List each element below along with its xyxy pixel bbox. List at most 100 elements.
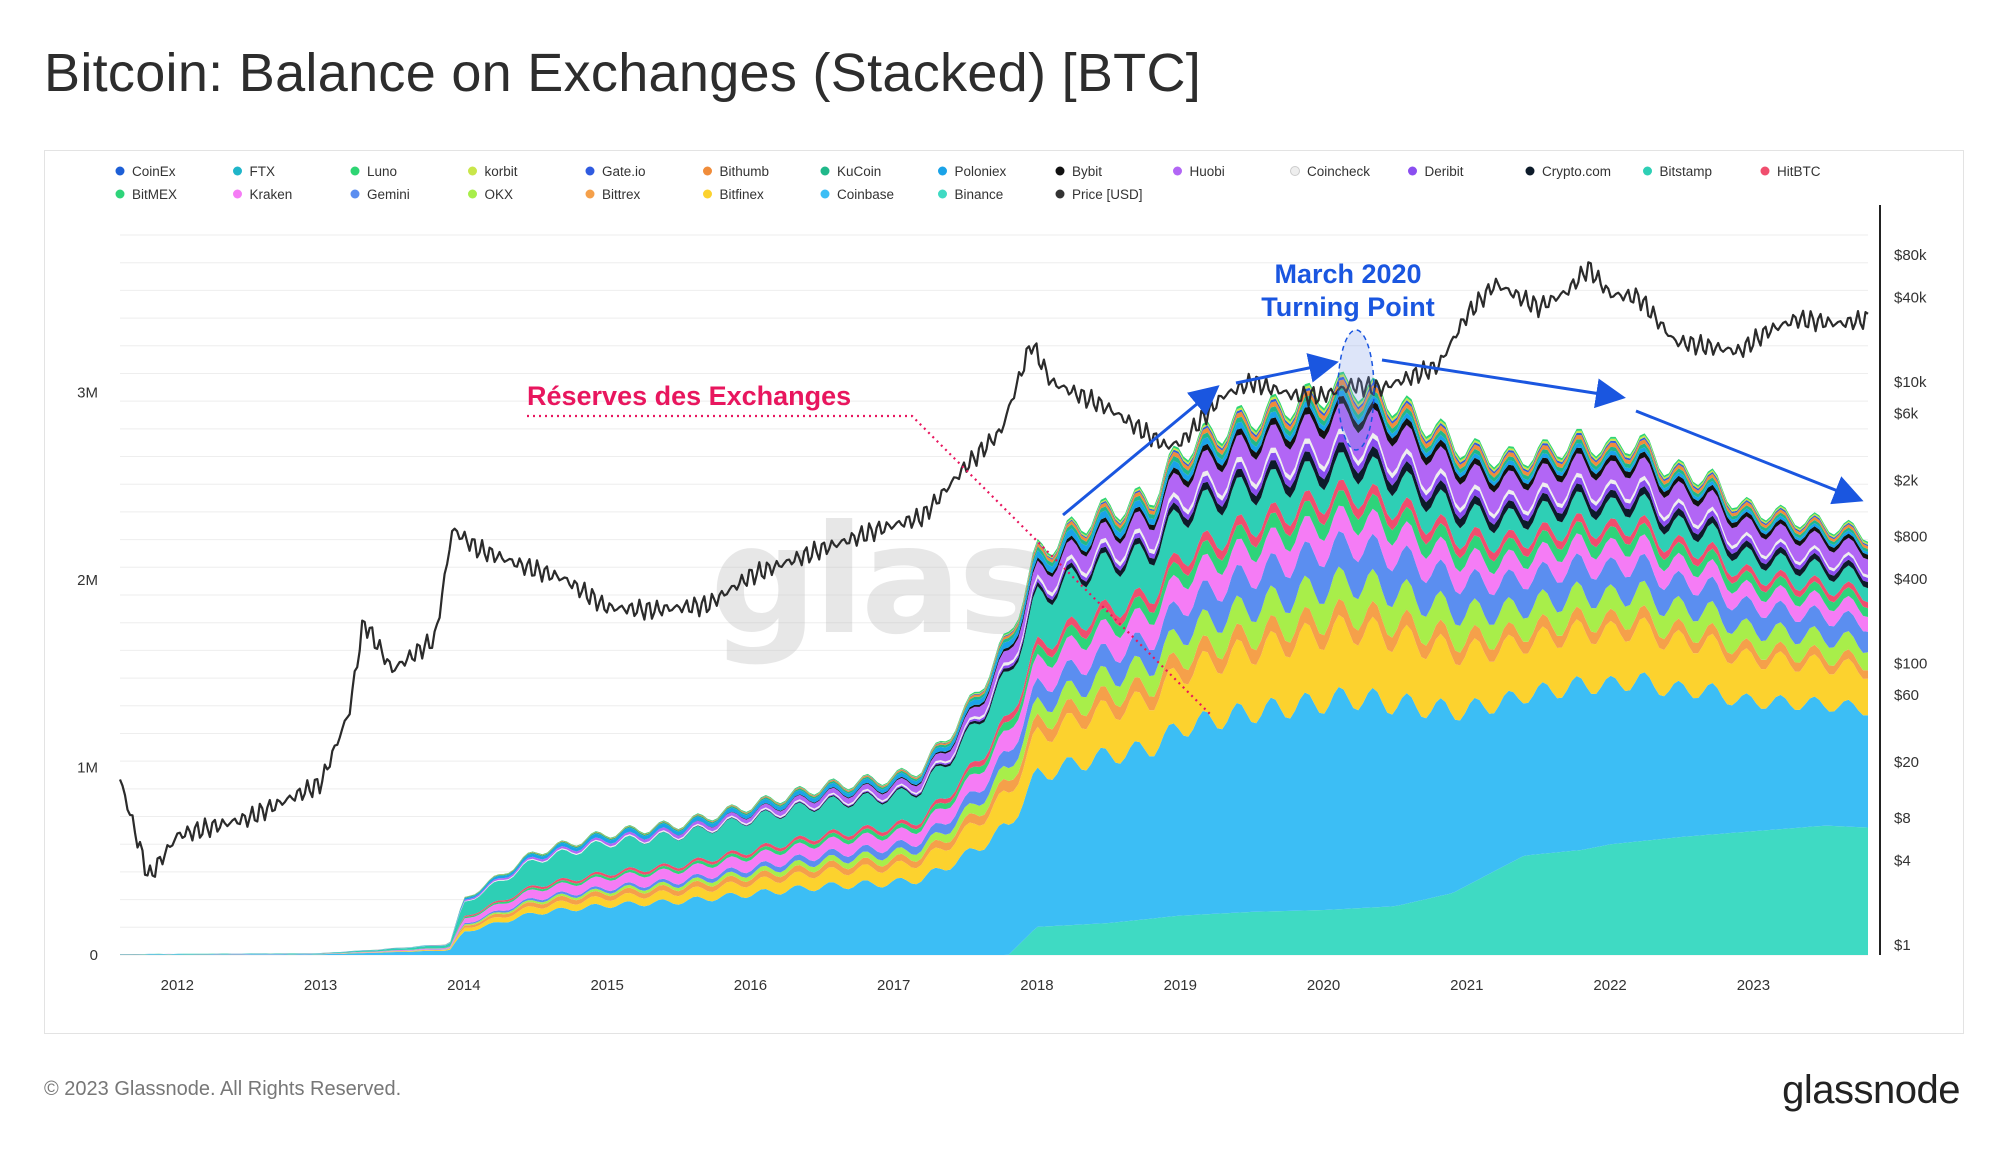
- legend-label: Bybit: [1072, 164, 1102, 179]
- legend-swatch: [820, 166, 830, 176]
- axes: 0 1M 2M 3M $1 $4 $8 $20 $60 $100 $400 $800 $2k $6k $10…: [77, 205, 1927, 994]
- legend-swatch: [350, 166, 360, 176]
- legend-item[interactable]: Binance: [938, 187, 1003, 202]
- y-right-tick-label: $80k: [1894, 247, 1927, 264]
- legend-item[interactable]: Kraken: [233, 187, 292, 202]
- legend-label: Price [USD]: [1072, 187, 1143, 202]
- legend-item[interactable]: Bithumb: [703, 164, 769, 179]
- legend-swatch: [350, 189, 360, 199]
- legend-swatch: [1643, 166, 1652, 176]
- x-tick-label: 2015: [590, 977, 623, 994]
- legend-swatch: [820, 189, 830, 199]
- area-poloniex: [120, 390, 1868, 955]
- x-tick-label: 2012: [161, 977, 194, 994]
- annotation-reserves-label: Réserves des Exchanges: [527, 381, 851, 411]
- legend-item[interactable]: Luno: [350, 164, 398, 179]
- legend-item[interactable]: Price [USD]: [1055, 187, 1143, 202]
- annotation-reserves-pointer: [527, 414, 1213, 717]
- trend-arrow: [1235, 353, 1339, 385]
- area-coinbase: [120, 672, 1868, 955]
- legend-label: Coinbase: [837, 187, 894, 202]
- page-title: Bitcoin: Balance on Exchanges (Stacked) …: [44, 43, 1202, 103]
- legend-swatch: [468, 189, 477, 199]
- legend-swatch: [1408, 166, 1417, 176]
- legend-item[interactable]: HitBTC: [1760, 164, 1821, 179]
- price-line-layer: [118, 261, 1869, 878]
- x-tick-label: 2018: [1020, 977, 1053, 994]
- legend-label: Crypto.com: [1542, 164, 1611, 179]
- legend-swatch: [1290, 166, 1300, 176]
- stacked-areas: [120, 371, 1868, 955]
- legend-item[interactable]: BitMEX: [115, 187, 178, 202]
- legend-label: FTX: [250, 164, 276, 179]
- area-binance: [120, 825, 1868, 955]
- legend-label: Bitfinex: [720, 187, 765, 202]
- legend-label: Deribit: [1425, 164, 1464, 179]
- legend-swatch: [233, 166, 242, 176]
- y-right-tick-label: $60: [1894, 687, 1919, 704]
- legend: CoinEx FTX Luno korbit Gate.io Bithumb KuCoin P…: [115, 164, 1821, 202]
- legend-item[interactable]: Bybit: [1055, 164, 1103, 179]
- legend-swatch: [468, 166, 477, 176]
- legend-item[interactable]: Bitfinex: [703, 187, 764, 202]
- x-tick-label: 2020: [1307, 977, 1340, 994]
- x-tick-label: 2022: [1593, 977, 1626, 994]
- legend-label: Binance: [955, 187, 1004, 202]
- legend-label: korbit: [485, 164, 518, 179]
- y-right-tick-label: $8: [1894, 810, 1911, 827]
- legend-label: Bitstamp: [1660, 164, 1713, 179]
- trend-arrow: [1062, 385, 1220, 517]
- legend-swatch: [1760, 166, 1770, 176]
- legend-item[interactable]: KuCoin: [820, 164, 882, 179]
- legend-label: CoinEx: [132, 164, 176, 179]
- legend-item[interactable]: Coinbase: [820, 187, 895, 202]
- legend-item[interactable]: Coincheck: [1290, 164, 1371, 179]
- legend-swatch: [1525, 166, 1535, 176]
- annotations: Réserves des Exchanges March 2020Turning …: [527, 259, 1864, 717]
- y-left-tick-label: 0: [90, 947, 98, 964]
- legend-label: Gemini: [367, 187, 410, 202]
- x-tick-label: 2013: [304, 977, 337, 994]
- y-right-tick-label: $10k: [1894, 374, 1927, 391]
- y-right-tick-label: $40k: [1894, 289, 1927, 306]
- legend-label: Bittrex: [602, 187, 641, 202]
- legend-swatch: [115, 189, 125, 199]
- legend-item[interactable]: FTX: [233, 164, 275, 179]
- legend-item[interactable]: OKX: [468, 187, 513, 202]
- legend-label: OKX: [485, 187, 514, 202]
- legend-item[interactable]: Bitstamp: [1643, 164, 1712, 179]
- legend-item[interactable]: Poloniex: [938, 164, 1007, 179]
- y-left-tick-label: 1M: [77, 760, 98, 777]
- legend-item[interactable]: Gemini: [350, 187, 410, 202]
- legend-label: Poloniex: [955, 164, 1007, 179]
- legend-item[interactable]: Deribit: [1408, 164, 1464, 179]
- legend-swatch: [703, 189, 712, 199]
- brand-logo: glassnode: [1782, 1068, 1960, 1112]
- y-left-tick-label: 2M: [77, 572, 98, 589]
- legend-item[interactable]: Huobi: [1173, 164, 1225, 179]
- legend-item[interactable]: Crypto.com: [1525, 164, 1612, 179]
- legend-item[interactable]: korbit: [468, 164, 518, 179]
- legend-label: Coincheck: [1307, 164, 1370, 179]
- legend-swatch: [1055, 189, 1065, 199]
- x-tick-label: 2014: [447, 977, 480, 994]
- y-right-tick-label: $400: [1894, 571, 1927, 588]
- area-bitstamp: [120, 452, 1868, 955]
- legend-item[interactable]: Gate.io: [585, 164, 646, 179]
- price-line: [118, 261, 1869, 878]
- trend-arrow: [1635, 409, 1864, 505]
- area-bybit: [120, 395, 1868, 955]
- trend-arrow: [1381, 358, 1626, 409]
- legend-item[interactable]: Bittrex: [585, 187, 641, 202]
- legend-item[interactable]: CoinEx: [115, 164, 176, 179]
- legend-label: Huobi: [1190, 164, 1225, 179]
- annotation-turning-point-ellipse: [1337, 329, 1375, 451]
- legend-label: Bithumb: [720, 164, 770, 179]
- legend-swatch: [115, 166, 125, 176]
- legend-label: HitBTC: [1777, 164, 1821, 179]
- annotation-turning-point-label: Turning Point: [1261, 292, 1434, 322]
- legend-swatch: [1055, 166, 1065, 176]
- legend-swatch: [585, 189, 595, 199]
- legend-label: KuCoin: [837, 164, 881, 179]
